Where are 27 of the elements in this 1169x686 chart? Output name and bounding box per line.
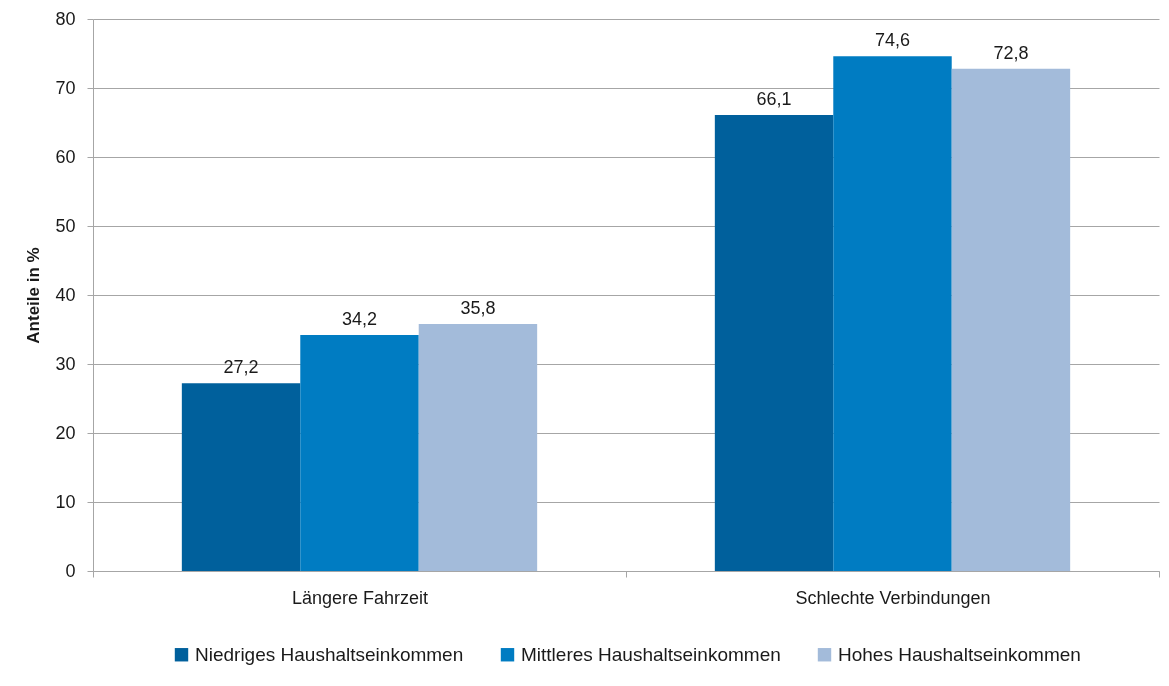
data-label: 27,2: [223, 357, 259, 378]
bar: [714, 114, 834, 571]
y-tick-label: 0: [65, 560, 76, 581]
legend-label: Hohes Haushaltseinkommen: [838, 643, 1081, 665]
y-axis-title: Anteile in %: [24, 247, 44, 344]
y-tick-label: 50: [55, 215, 76, 236]
legend-label: Mittleres Haushaltseinkommen: [521, 643, 781, 665]
data-label: 74,6: [874, 30, 911, 51]
y-tick-label: 30: [55, 353, 76, 374]
data-label: 66,1: [756, 88, 792, 109]
bar: [181, 383, 301, 571]
y-tick-label: 80: [55, 8, 76, 29]
bar: [951, 68, 1071, 571]
y-tick-label: 40: [55, 284, 76, 305]
y-tick-label: 20: [55, 422, 76, 443]
legend-label: Niedriges Haushaltseinkommen: [195, 643, 464, 665]
data-label: 72,8: [993, 42, 1029, 63]
bar: [833, 56, 952, 571]
bar: [418, 323, 538, 571]
y-tick-label: 70: [55, 77, 76, 98]
x-tick-label: Schlechte Verbindungen: [795, 587, 991, 608]
data-label: 35,8: [460, 297, 496, 318]
y-tick-label: 10: [55, 491, 76, 512]
bar: [300, 335, 419, 571]
x-tick-label: Längere Fahrzeit: [291, 587, 429, 608]
y-tick-label: 60: [55, 146, 76, 167]
data-label: 34,2: [341, 309, 378, 330]
